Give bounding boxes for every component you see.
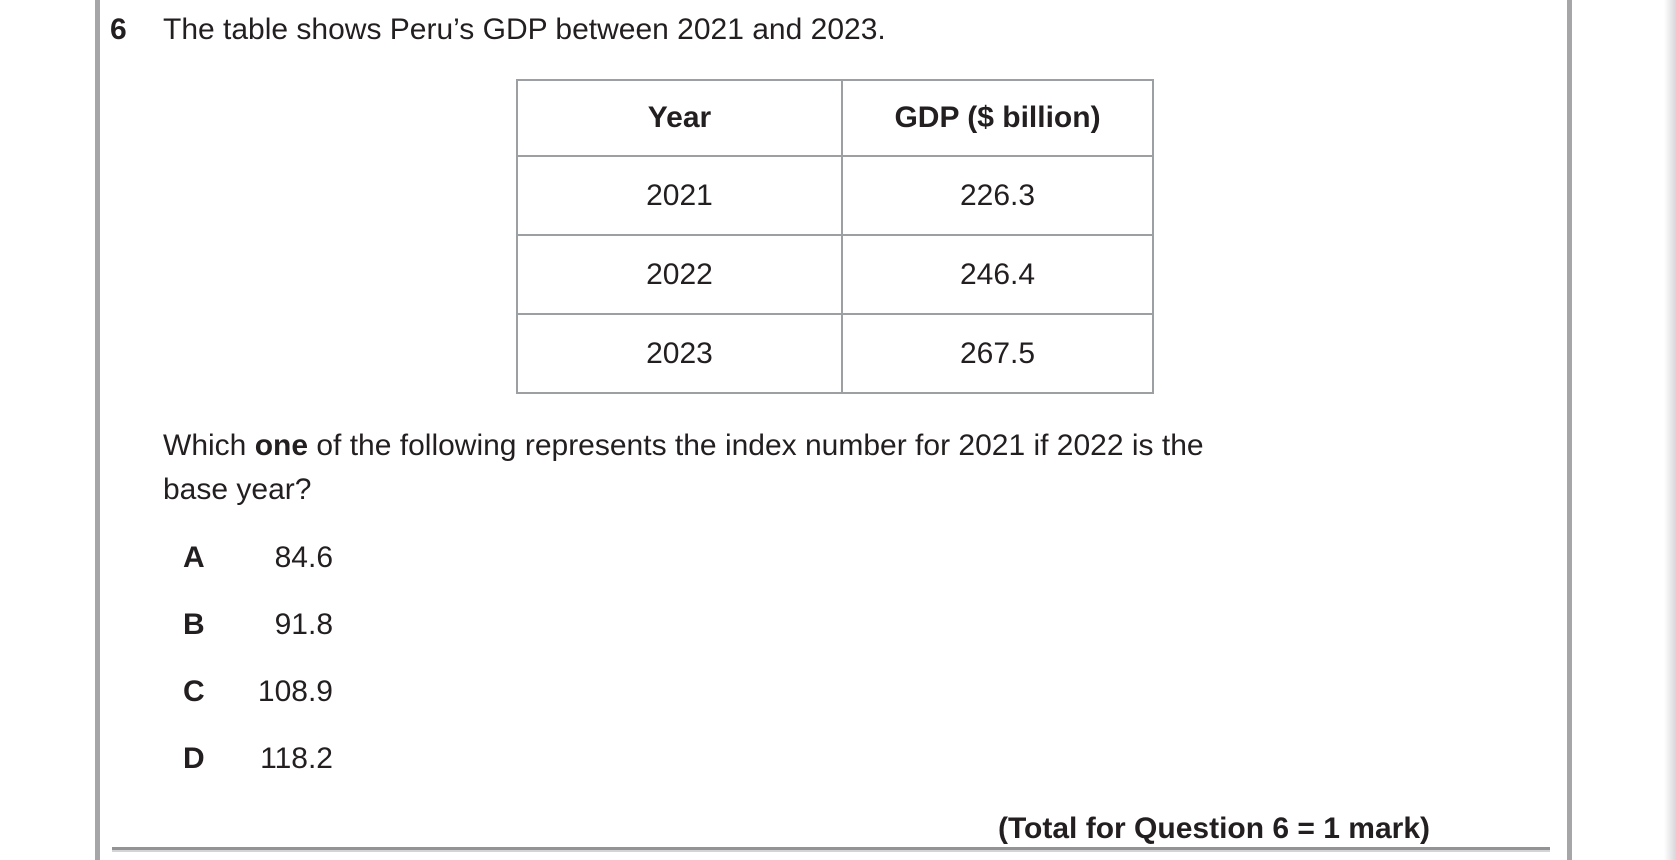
table-row: 2021 226.3 <box>516 155 1154 236</box>
option-letter: B <box>183 608 205 641</box>
question-number: 6 <box>110 13 127 46</box>
option-letter: A <box>183 541 205 574</box>
bottom-rule <box>112 847 1550 852</box>
left-page-border <box>95 0 100 860</box>
total-marks-label: (Total for Question 6 = 1 mark) <box>997 812 1430 845</box>
gdp-table: Year GDP ($ billion) 2021 226.3 2022 246… <box>516 79 1154 394</box>
option-row-a: A 84.6 <box>183 541 333 575</box>
question-bold-word: one <box>254 429 309 462</box>
option-value: 84.6 <box>274 541 333 574</box>
table-row: 2023 267.5 <box>516 313 1154 394</box>
option-value: 91.8 <box>274 608 333 641</box>
right-page-border <box>1567 0 1572 860</box>
option-value: 108.9 <box>257 675 333 708</box>
page-edge-shadow <box>1664 0 1676 860</box>
option-row-c: C 108.9 <box>183 675 333 709</box>
gdp-cell: 226.3 <box>841 155 1154 236</box>
year-cell: 2022 <box>516 234 843 315</box>
options-list: A 84.6 B 91.8 C 108.9 D 118.2 <box>183 541 333 809</box>
table-header-row: Year GDP ($ billion) <box>516 79 1154 157</box>
gdp-cell: 267.5 <box>841 313 1154 394</box>
question-line-1-pre: Which <box>163 429 255 462</box>
table-row: 2022 246.4 <box>516 234 1154 315</box>
question-text: Which one of the following represents th… <box>163 424 1204 512</box>
option-row-b: B 91.8 <box>183 608 333 642</box>
question-line-2: base year? <box>163 473 312 506</box>
year-cell: 2023 <box>516 313 843 394</box>
option-value: 118.2 <box>260 742 333 775</box>
table-header-gdp: GDP ($ billion) <box>841 79 1154 157</box>
option-letter: C <box>183 675 205 708</box>
gdp-cell: 246.4 <box>841 234 1154 315</box>
option-row-d: D 118.2 <box>183 742 333 776</box>
year-cell: 2021 <box>516 155 843 236</box>
table-header-year: Year <box>516 79 843 157</box>
question-line-1: Which one of the following represents th… <box>163 424 1204 468</box>
question-line-1-post: of the following represents the index nu… <box>308 429 1204 462</box>
option-letter: D <box>183 742 205 775</box>
question-intro: The table shows Peru’s GDP between 2021 … <box>163 13 886 46</box>
